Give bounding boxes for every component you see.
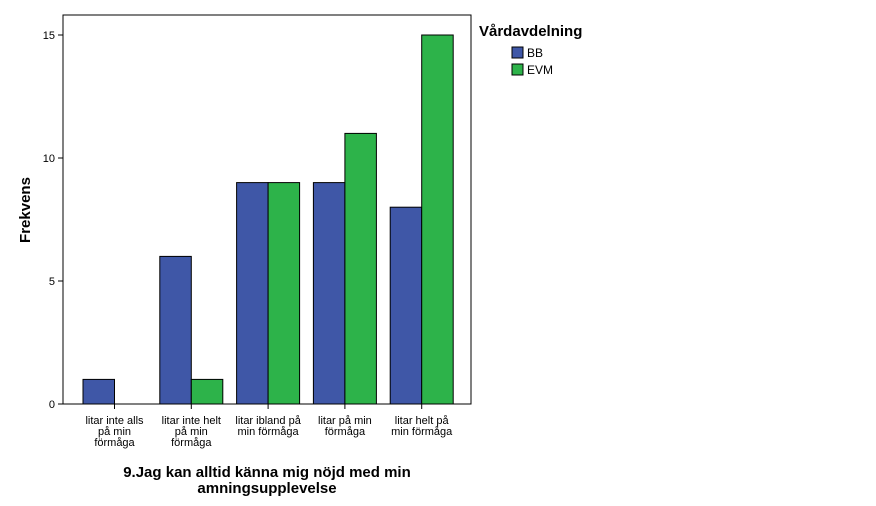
- legend-swatch-evm: [511, 63, 524, 76]
- bar-evm-4: [344, 132, 377, 405]
- bar-evm-2: [190, 378, 224, 405]
- legend-label-evm: EVM: [527, 63, 553, 77]
- legend: Vårdavdelning BB EVM: [479, 23, 582, 77]
- x-tick-label: litar helt på min förmåga: [391, 415, 453, 438]
- legend-title: Vårdavdelning: [479, 23, 582, 40]
- x-tick-label: litar inte helt på min förmåga: [162, 415, 221, 449]
- bar-bb-3: [236, 182, 269, 405]
- y-tick-label: 0: [49, 399, 55, 411]
- x-axis: litar inte alls på min förmåga litar inte h…: [85, 404, 453, 449]
- bars: [82, 34, 454, 405]
- legend-swatch-bb: [511, 46, 524, 59]
- bar-evm-5: [421, 34, 454, 405]
- bar-evm-3: [267, 182, 301, 405]
- x-axis-title: 9.Jag kan alltid känna mig nöjd med min a…: [123, 464, 411, 497]
- x-tick-label: litar ibland på min förmåga: [235, 415, 301, 438]
- bar-bb-2: [159, 255, 192, 405]
- bar-bb-4: [312, 182, 346, 405]
- y-tick-label: 5: [49, 276, 55, 288]
- x-tick-label: litar inte alls på min förmåga: [85, 415, 144, 449]
- x-tick-label: litar på min förmåga: [318, 415, 372, 438]
- y-tick-label: 10: [43, 153, 55, 165]
- y-axis-title: Frekvens: [17, 177, 34, 243]
- y-tick-label: 15: [43, 30, 55, 42]
- bar-bb-1: [82, 378, 115, 405]
- y-axis: 0 5 10 15: [43, 30, 63, 411]
- bar-bb-5: [389, 206, 423, 405]
- legend-label-bb: BB: [527, 46, 543, 60]
